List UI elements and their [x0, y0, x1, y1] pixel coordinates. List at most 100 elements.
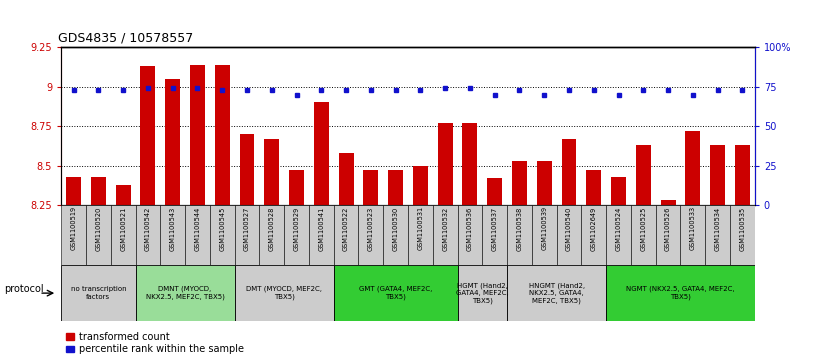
- Bar: [735, 145, 750, 205]
- Text: GSM1100533: GSM1100533: [690, 206, 696, 250]
- Bar: [384, 205, 408, 265]
- Text: GSM1100543: GSM1100543: [170, 206, 175, 250]
- Text: GSM1100535: GSM1100535: [739, 206, 745, 250]
- Bar: [86, 205, 111, 265]
- Text: GSM1100527: GSM1100527: [244, 206, 250, 251]
- Bar: [264, 139, 279, 205]
- Text: GSM1102649: GSM1102649: [591, 206, 596, 250]
- Bar: [334, 265, 458, 321]
- Text: no transcription
factors: no transcription factors: [70, 286, 126, 300]
- Bar: [289, 170, 304, 205]
- Text: GSM1100542: GSM1100542: [145, 206, 151, 251]
- Bar: [388, 170, 403, 205]
- Bar: [532, 205, 557, 265]
- Bar: [135, 205, 160, 265]
- Bar: [339, 153, 353, 205]
- Bar: [185, 205, 210, 265]
- Bar: [458, 205, 482, 265]
- Text: GSM1100536: GSM1100536: [467, 206, 473, 250]
- Bar: [408, 205, 432, 265]
- Bar: [61, 265, 135, 321]
- Bar: [284, 205, 309, 265]
- Text: GSM1100537: GSM1100537: [492, 206, 498, 250]
- Bar: [582, 205, 606, 265]
- Bar: [111, 205, 135, 265]
- Bar: [413, 166, 428, 205]
- Text: GSM1100539: GSM1100539: [541, 206, 548, 250]
- Text: GSM1100522: GSM1100522: [343, 206, 349, 251]
- Bar: [710, 145, 725, 205]
- Bar: [437, 123, 453, 205]
- Bar: [587, 170, 601, 205]
- Bar: [482, 205, 507, 265]
- Bar: [91, 177, 106, 205]
- Text: GSM1100530: GSM1100530: [392, 206, 398, 250]
- Text: GSM1100523: GSM1100523: [368, 206, 374, 250]
- Bar: [160, 205, 185, 265]
- Text: GSM1100528: GSM1100528: [268, 206, 275, 251]
- Text: GSM1100540: GSM1100540: [566, 206, 572, 251]
- Bar: [606, 205, 631, 265]
- Bar: [463, 123, 477, 205]
- Bar: [507, 265, 606, 321]
- Bar: [507, 205, 532, 265]
- Bar: [61, 205, 86, 265]
- Bar: [730, 205, 755, 265]
- Text: NGMT (NKX2.5, GATA4, MEF2C,
TBX5): NGMT (NKX2.5, GATA4, MEF2C, TBX5): [626, 286, 734, 300]
- Text: GSM1100545: GSM1100545: [220, 206, 225, 251]
- Bar: [656, 205, 681, 265]
- Bar: [631, 205, 656, 265]
- Legend: transformed count, percentile rank within the sample: transformed count, percentile rank withi…: [66, 331, 244, 355]
- Bar: [606, 265, 755, 321]
- Text: GSM1100538: GSM1100538: [517, 206, 522, 250]
- Bar: [334, 205, 358, 265]
- Bar: [685, 131, 700, 205]
- Text: HGMT (Hand2,
GATA4, MEF2C,
TBX5): HGMT (Hand2, GATA4, MEF2C, TBX5): [456, 282, 508, 304]
- Text: GSM1100524: GSM1100524: [615, 206, 622, 251]
- Bar: [314, 102, 329, 205]
- Text: GSM1100526: GSM1100526: [665, 206, 671, 251]
- Bar: [165, 79, 180, 205]
- Bar: [259, 205, 284, 265]
- Text: GSM1100534: GSM1100534: [715, 206, 721, 250]
- Text: HNGMT (Hand2,
NKX2.5, GATA4,
MEF2C, TBX5): HNGMT (Hand2, NKX2.5, GATA4, MEF2C, TBX5…: [529, 282, 585, 304]
- Text: GSM1100541: GSM1100541: [318, 206, 324, 250]
- Bar: [557, 205, 581, 265]
- Text: DMT (MYOCD, MEF2C,
TBX5): DMT (MYOCD, MEF2C, TBX5): [246, 286, 322, 300]
- Bar: [240, 134, 255, 205]
- Bar: [661, 200, 676, 205]
- Bar: [561, 139, 576, 205]
- Bar: [116, 184, 131, 205]
- Bar: [611, 177, 626, 205]
- Bar: [636, 145, 650, 205]
- Text: GDS4835 / 10578557: GDS4835 / 10578557: [58, 32, 193, 45]
- Bar: [537, 161, 552, 205]
- Bar: [681, 205, 705, 265]
- Bar: [512, 161, 527, 205]
- Text: GSM1100520: GSM1100520: [95, 206, 101, 251]
- Text: DMNT (MYOCD,
NKX2.5, MEF2C, TBX5): DMNT (MYOCD, NKX2.5, MEF2C, TBX5): [145, 286, 224, 300]
- Bar: [210, 205, 235, 265]
- Text: GSM1100532: GSM1100532: [442, 206, 448, 250]
- Bar: [66, 177, 81, 205]
- Bar: [432, 205, 458, 265]
- Bar: [135, 265, 235, 321]
- Text: protocol: protocol: [4, 285, 44, 294]
- Bar: [235, 205, 259, 265]
- Bar: [358, 205, 384, 265]
- Bar: [363, 170, 379, 205]
- Bar: [309, 205, 334, 265]
- Bar: [140, 66, 155, 205]
- Bar: [235, 265, 334, 321]
- Text: GSM1100525: GSM1100525: [641, 206, 646, 251]
- Text: GSM1100529: GSM1100529: [294, 206, 299, 250]
- Text: GSM1100519: GSM1100519: [71, 206, 77, 250]
- Text: GMT (GATA4, MEF2C,
TBX5): GMT (GATA4, MEF2C, TBX5): [359, 286, 432, 300]
- Bar: [705, 205, 730, 265]
- Text: GSM1100544: GSM1100544: [194, 206, 201, 251]
- Bar: [215, 65, 229, 205]
- Bar: [487, 178, 502, 205]
- Text: GSM1100531: GSM1100531: [418, 206, 424, 250]
- Bar: [190, 65, 205, 205]
- Text: GSM1100521: GSM1100521: [120, 206, 126, 250]
